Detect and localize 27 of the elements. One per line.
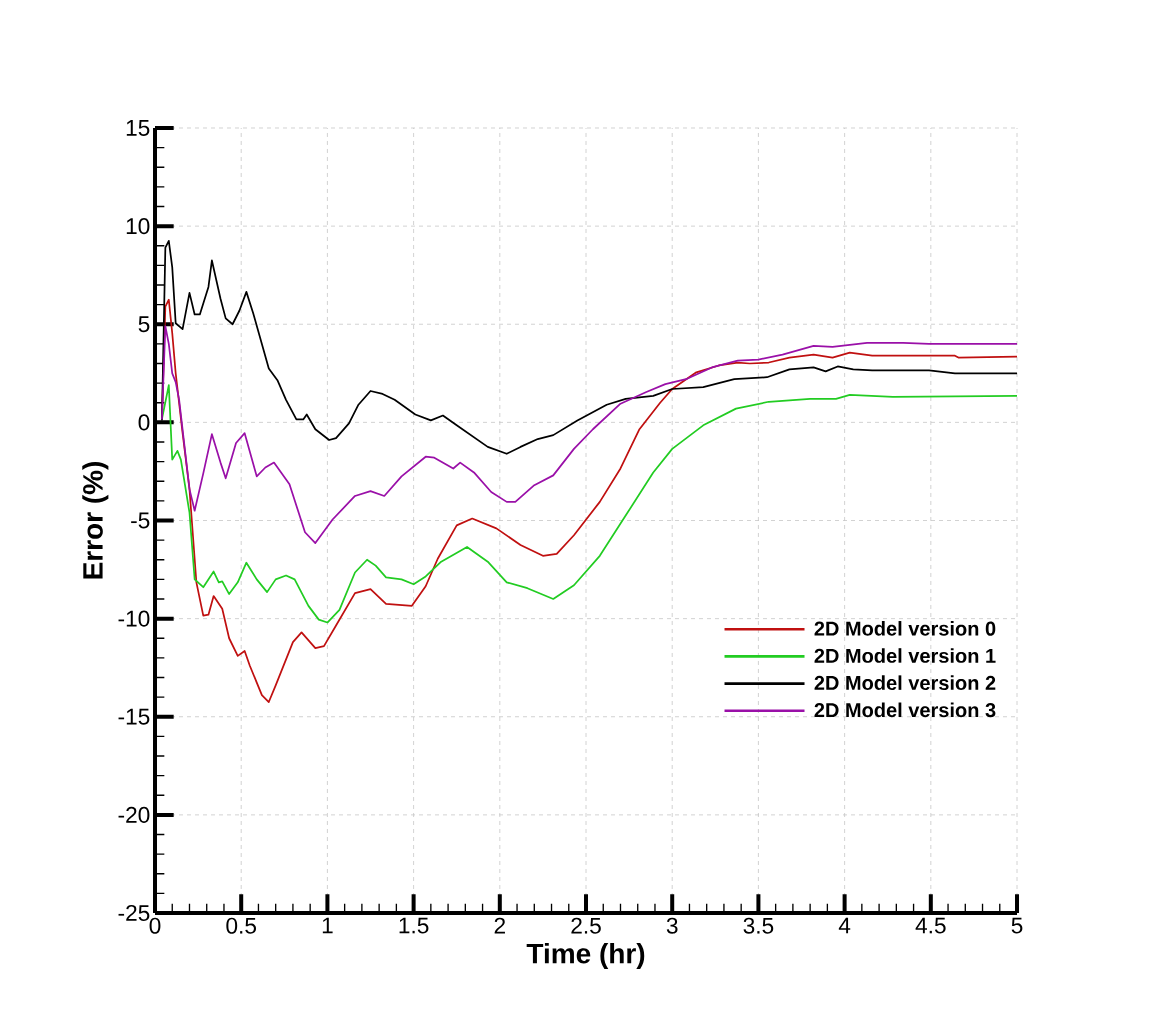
legend-label: 2D Model version 0 xyxy=(814,621,996,636)
legend-label: 2D Model version 3 xyxy=(814,702,996,718)
y-tick-label: -5 xyxy=(131,512,150,529)
y-tick-label: -15 xyxy=(118,708,150,725)
legend-label: 2D Model version 1 xyxy=(814,648,996,663)
line-series xyxy=(161,325,1018,544)
legend-label: 2D Model version 2 xyxy=(814,675,996,691)
x-tick-label: 5 xyxy=(1011,917,1023,934)
x-tick-label: 2.5 xyxy=(571,917,601,934)
y-tick-label: 0 xyxy=(138,414,150,431)
x-tick-label: 1.5 xyxy=(399,917,429,934)
x-axis-title: Time (hr) xyxy=(526,942,645,970)
x-tick-label: 4 xyxy=(838,917,851,934)
y-tick-label: 15 xyxy=(126,120,150,136)
x-tick-label: 3.5 xyxy=(743,917,774,934)
y-tick-label: -20 xyxy=(118,806,150,823)
y-tick-label: 10 xyxy=(126,218,150,235)
y-tick-label: -10 xyxy=(118,610,150,627)
y-tick-label: -25 xyxy=(118,904,150,922)
x-tick-label: 3 xyxy=(666,917,678,934)
x-tick-label: 2 xyxy=(494,917,505,934)
y-tick-label: 5 xyxy=(138,316,150,333)
x-tick-label: 0 xyxy=(149,917,161,934)
y-axis-title: Error (%) xyxy=(82,462,109,579)
x-tick-label: 4.5 xyxy=(915,917,946,934)
x-tick-label: 1 xyxy=(322,917,333,934)
x-tick-label: 0.5 xyxy=(226,917,256,934)
